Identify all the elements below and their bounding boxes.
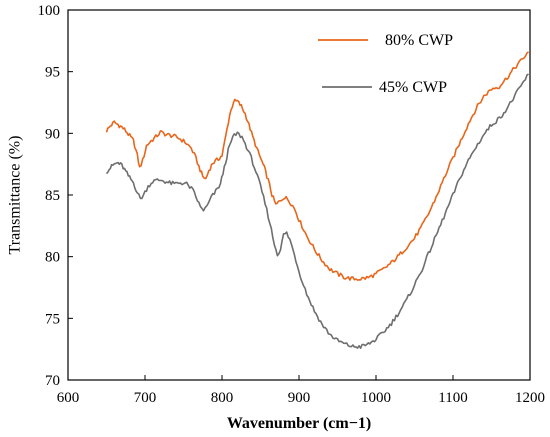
y-tick-label: 90: [45, 126, 60, 142]
y-tick-label: 95: [45, 65, 60, 81]
legend: 80% CWP 45% CWP: [318, 32, 453, 96]
x-tick-label: 1100: [438, 390, 467, 406]
y-tick-label: 75: [45, 311, 60, 327]
legend-label: 80% CWP: [385, 32, 453, 49]
x-tick-label: 1000: [361, 390, 391, 406]
y-tick-label: 70: [45, 373, 60, 389]
x-tick-label: 800: [211, 390, 234, 406]
x-axis-title: Wavenumber (cm−1): [227, 415, 371, 432]
y-tick-label: 80: [45, 250, 60, 266]
y-tick-label: 85: [45, 188, 60, 204]
y-tick-label: 100: [38, 3, 61, 19]
x-tick-label: 600: [57, 390, 80, 406]
x-tick-label: 700: [134, 390, 157, 406]
x-tick-label: 1200: [515, 390, 545, 406]
legend-label: 45% CWP: [379, 79, 447, 96]
series-layer: [105, 51, 529, 349]
y-axis-title: Transmittance (%): [7, 136, 24, 255]
series-line-80-cwp: [105, 51, 529, 281]
x-tick-label: 900: [288, 390, 311, 406]
ticks-layer: 600 700 800 900 1000 1100 1200 70 75 80 85 90 95 100: [38, 3, 546, 406]
series-line-45-cwp: [105, 73, 529, 349]
